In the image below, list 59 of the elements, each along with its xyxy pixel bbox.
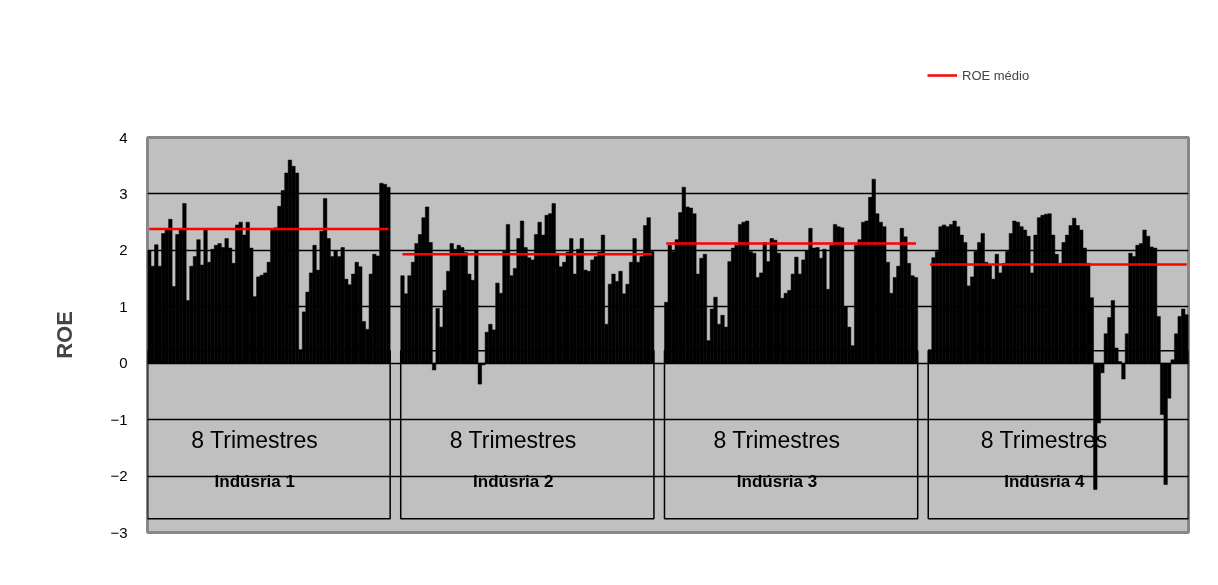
bar — [702, 254, 707, 364]
bar — [994, 254, 999, 364]
y-tick-label: −1 — [110, 410, 128, 428]
bar — [1142, 229, 1147, 364]
annotation: 8 Trimestres — [449, 426, 577, 453]
bar — [495, 282, 500, 364]
bar — [203, 229, 208, 364]
bar — [899, 228, 904, 364]
bar — [182, 203, 187, 364]
bar — [340, 247, 345, 364]
bar — [354, 261, 359, 364]
bar — [783, 292, 788, 364]
bar — [456, 245, 461, 364]
bar — [762, 242, 767, 364]
bar — [245, 221, 250, 364]
bar — [815, 247, 820, 364]
bar — [537, 221, 542, 364]
y-tick-label: 3 — [119, 184, 128, 202]
bar — [1135, 245, 1140, 364]
bar — [210, 248, 215, 364]
bar — [646, 217, 651, 364]
y-tick-label: 4 — [119, 128, 128, 146]
bar — [600, 234, 605, 364]
y-tick-label: 2 — [119, 241, 128, 259]
bar — [579, 238, 584, 364]
bar — [488, 324, 493, 364]
bar — [551, 203, 556, 364]
bar — [980, 233, 985, 364]
bar — [808, 228, 813, 364]
bar — [720, 315, 725, 364]
bar — [713, 296, 718, 364]
bar — [358, 266, 363, 364]
legend-label: ROE médio — [962, 67, 1030, 83]
y-axis-title: ROE — [52, 311, 78, 359]
bar — [822, 248, 827, 364]
y-tick-label: 0 — [119, 354, 128, 372]
bar — [175, 234, 180, 364]
y-tick-label: 1 — [119, 297, 128, 315]
bar — [168, 219, 173, 364]
bar — [699, 258, 704, 364]
y-tick-label: −2 — [110, 467, 128, 485]
bar — [449, 243, 454, 364]
bar — [769, 238, 774, 364]
bar — [632, 238, 637, 364]
bar — [667, 245, 672, 364]
y-tick-label: −3 — [110, 523, 128, 541]
bar — [312, 245, 317, 364]
bar — [611, 273, 616, 364]
bar — [544, 215, 549, 364]
bar — [333, 250, 338, 364]
annotation: 8 Trimestres — [191, 426, 318, 453]
bar — [1128, 252, 1133, 364]
bar — [952, 220, 957, 364]
bar — [224, 238, 229, 364]
bar — [196, 239, 201, 364]
bar — [1110, 300, 1115, 364]
bar — [618, 270, 623, 364]
annotation: 8 Trimestres — [713, 426, 841, 453]
bar — [938, 226, 943, 364]
